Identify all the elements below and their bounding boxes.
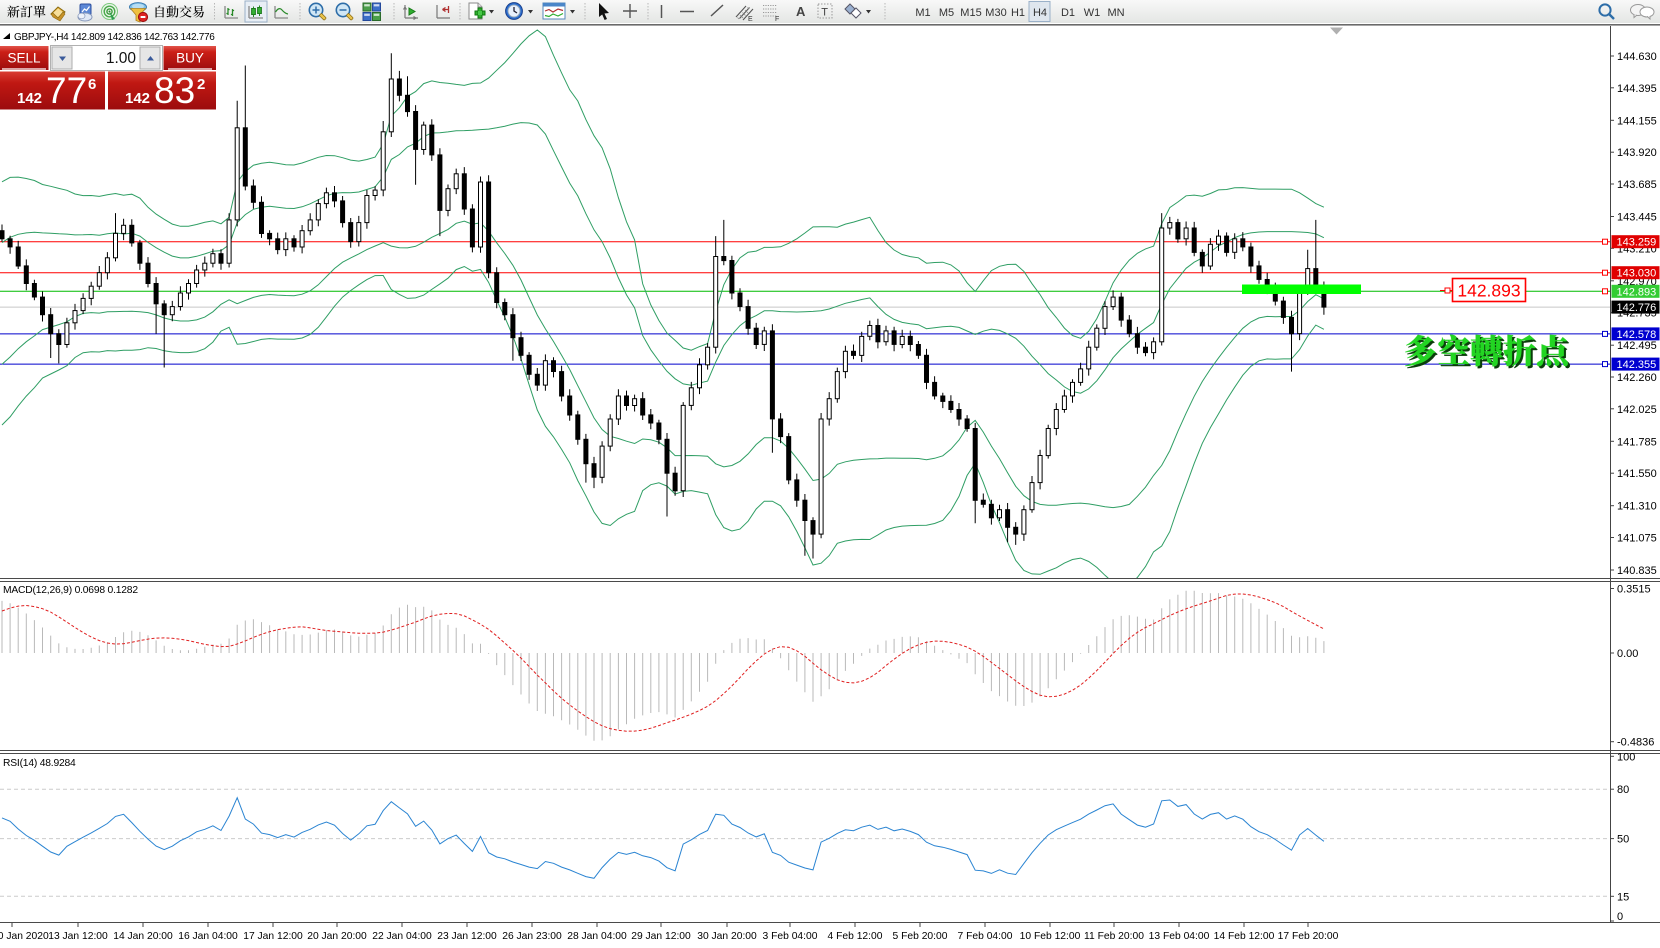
svg-text:17 Feb 20:00: 17 Feb 20:00 bbox=[1278, 931, 1339, 942]
svg-text:141.550: 141.550 bbox=[1617, 468, 1657, 480]
svg-text:50: 50 bbox=[1617, 834, 1629, 846]
svg-text:E: E bbox=[748, 16, 753, 23]
svg-text:BUY: BUY bbox=[176, 51, 204, 66]
svg-text:-0.4836: -0.4836 bbox=[1617, 737, 1654, 749]
svg-text:H4: H4 bbox=[1033, 7, 1047, 19]
svg-text:100: 100 bbox=[1617, 751, 1635, 763]
svg-text:144.630: 144.630 bbox=[1617, 51, 1657, 63]
svg-text:143.445: 143.445 bbox=[1617, 212, 1657, 224]
svg-text:142.578: 142.578 bbox=[1617, 329, 1657, 341]
svg-text:142: 142 bbox=[17, 90, 42, 107]
svg-text:1.00: 1.00 bbox=[106, 50, 137, 67]
svg-text:T: T bbox=[821, 7, 828, 19]
svg-text:0: 0 bbox=[1617, 911, 1623, 923]
svg-text:0.3515: 0.3515 bbox=[1617, 584, 1651, 596]
svg-text:30 Jan 20:00: 30 Jan 20:00 bbox=[697, 931, 757, 942]
svg-text:142: 142 bbox=[125, 90, 150, 107]
svg-text:13 Jan 12:00: 13 Jan 12:00 bbox=[48, 931, 108, 942]
svg-text:7 Feb 04:00: 7 Feb 04:00 bbox=[958, 931, 1013, 942]
svg-text:26 Jan 23:00: 26 Jan 23:00 bbox=[502, 931, 562, 942]
svg-text:H1: H1 bbox=[1011, 7, 1025, 19]
svg-text:6: 6 bbox=[88, 76, 96, 93]
svg-text:11 Feb 20:00: 11 Feb 20:00 bbox=[1084, 931, 1144, 942]
svg-text:W1: W1 bbox=[1084, 7, 1101, 19]
svg-text:142.893: 142.893 bbox=[1457, 281, 1520, 301]
svg-text:28 Jan 04:00: 28 Jan 04:00 bbox=[567, 931, 627, 942]
svg-text:RSI(14) 48.9284: RSI(14) 48.9284 bbox=[3, 758, 76, 769]
svg-text:142.776: 142.776 bbox=[1617, 302, 1657, 314]
svg-text:29 Jan 12:00: 29 Jan 12:00 bbox=[631, 931, 691, 942]
svg-text:20 Jan 20:00: 20 Jan 20:00 bbox=[307, 931, 367, 942]
svg-text:80: 80 bbox=[1617, 784, 1629, 796]
svg-text:142.495: 142.495 bbox=[1617, 340, 1657, 352]
svg-text:0.00: 0.00 bbox=[1617, 648, 1638, 660]
svg-text:140.835: 140.835 bbox=[1617, 565, 1657, 577]
svg-text:143.030: 143.030 bbox=[1617, 268, 1657, 280]
svg-text:10 Feb 12:00: 10 Feb 12:00 bbox=[1020, 931, 1081, 942]
svg-text:23 Jan 12:00: 23 Jan 12:00 bbox=[437, 931, 497, 942]
svg-text:14 Feb 12:00: 14 Feb 12:00 bbox=[1214, 931, 1275, 942]
svg-text:83: 83 bbox=[154, 70, 195, 111]
svg-text:5 Feb 20:00: 5 Feb 20:00 bbox=[893, 931, 948, 942]
svg-text:M5: M5 bbox=[939, 7, 954, 19]
svg-text:D1: D1 bbox=[1061, 7, 1075, 19]
svg-text:16 Jan 04:00: 16 Jan 04:00 bbox=[178, 931, 238, 942]
svg-text:143.259: 143.259 bbox=[1617, 237, 1657, 249]
svg-text:77: 77 bbox=[46, 70, 87, 111]
svg-text:22 Jan 04:00: 22 Jan 04:00 bbox=[372, 931, 432, 942]
svg-text:3 Feb 04:00: 3 Feb 04:00 bbox=[763, 931, 818, 942]
svg-text:142.260: 142.260 bbox=[1617, 372, 1657, 384]
svg-text:141.075: 141.075 bbox=[1617, 533, 1657, 545]
svg-text:143.685: 143.685 bbox=[1617, 179, 1657, 191]
svg-text:SELL: SELL bbox=[7, 51, 41, 66]
svg-text:13 Feb 04:00: 13 Feb 04:00 bbox=[1149, 931, 1210, 942]
svg-text:141.785: 141.785 bbox=[1617, 436, 1657, 448]
svg-text:MN: MN bbox=[1107, 7, 1124, 19]
svg-text:M15: M15 bbox=[960, 7, 981, 19]
svg-text:17 Jan 12:00: 17 Jan 12:00 bbox=[243, 931, 303, 942]
svg-text:F: F bbox=[775, 16, 779, 23]
svg-text:MACD(12,26,9) 0.0698 0.1282: MACD(12,26,9) 0.0698 0.1282 bbox=[3, 585, 138, 596]
svg-text:A: A bbox=[796, 4, 806, 19]
svg-text:144.395: 144.395 bbox=[1617, 83, 1657, 95]
svg-text:4 Feb 12:00: 4 Feb 12:00 bbox=[828, 931, 883, 942]
svg-text:141.310: 141.310 bbox=[1617, 501, 1657, 513]
svg-text:2: 2 bbox=[197, 76, 205, 93]
svg-text:M1: M1 bbox=[915, 7, 930, 19]
svg-text:142.355: 142.355 bbox=[1617, 359, 1657, 371]
svg-text:10 Jan 2020: 10 Jan 2020 bbox=[0, 931, 49, 942]
svg-text:142.025: 142.025 bbox=[1617, 404, 1657, 416]
svg-text:GBPJPY-,H4 142.809 142.836 142: GBPJPY-,H4 142.809 142.836 142.763 142.7… bbox=[14, 32, 215, 43]
svg-text:15: 15 bbox=[1617, 891, 1629, 903]
svg-text:143.920: 143.920 bbox=[1617, 147, 1657, 159]
svg-text:142.893: 142.893 bbox=[1617, 286, 1657, 298]
svg-text:144.155: 144.155 bbox=[1617, 115, 1657, 127]
svg-text:14 Jan 20:00: 14 Jan 20:00 bbox=[113, 931, 173, 942]
svg-text:M30: M30 bbox=[985, 7, 1006, 19]
